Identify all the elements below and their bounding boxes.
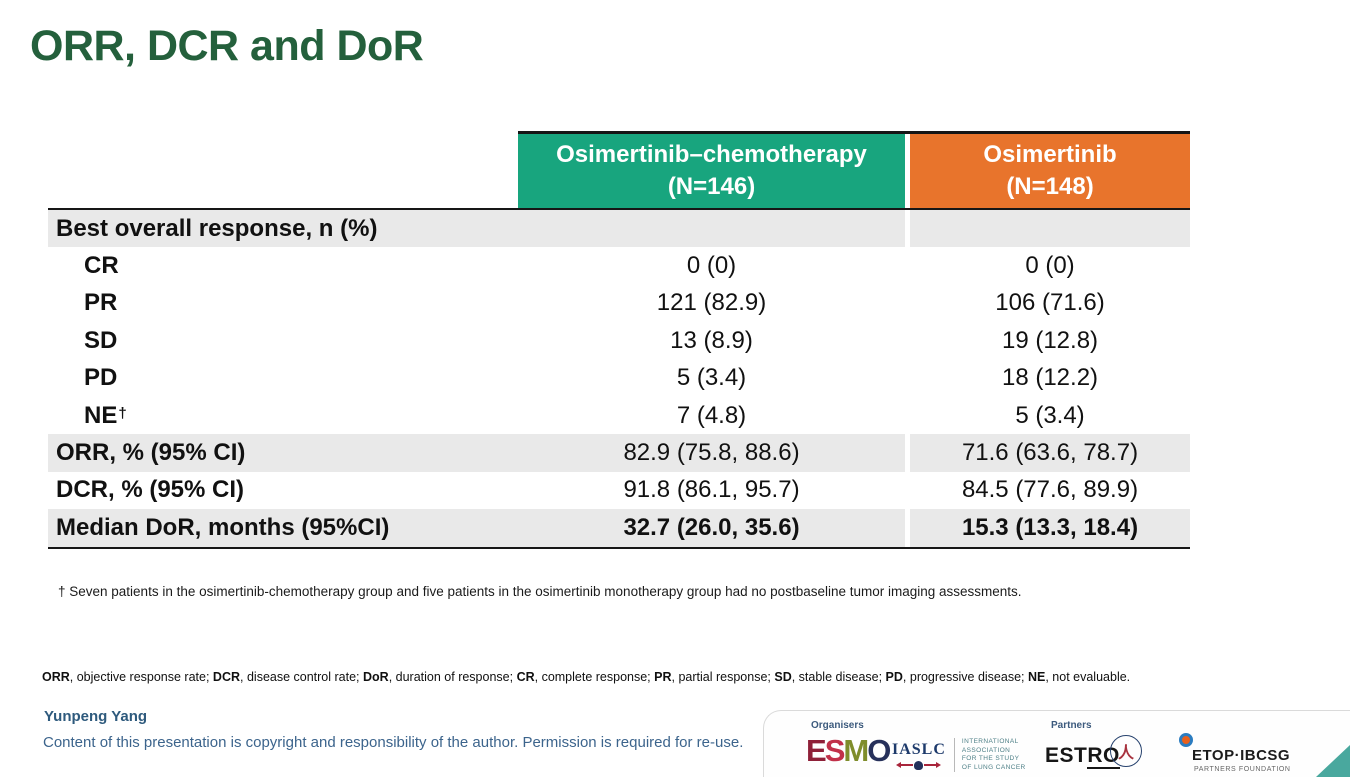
footnote: † Seven patients in the osimertinib-chem… [58,584,1022,599]
table-row: Best overall response, n (%) [48,210,1190,248]
cell-osimertinib: 18 (12.2) [1001,364,1099,392]
row-label: Best overall response, n (%) [48,210,518,248]
column-divider [905,322,910,360]
table-row: DCR, % (95% CI) 91.8 (86.1, 95.7) 84.5 (77… [48,471,1190,510]
row-label: NE † [84,401,127,429]
partner-society-logo: 人 [1110,735,1142,767]
column-divider [905,284,910,323]
column-header-line1: Osimertinib [983,141,1117,168]
table-row: PD 5 (3.4) 18 (12.2) [48,359,1190,397]
cell-osimertinib [910,210,1190,248]
etop-badge-icon [1179,733,1193,747]
etop-subtitle: PARTNERS FOUNDATION [1194,766,1291,773]
abbreviations-line: ORR, objective response rate; DCR, disea… [42,670,1131,684]
iaslc-arrow-icon [896,760,942,770]
cell-osimertinib-chemotherapy: 82.9 (75.8, 88.6) [518,434,905,472]
table-row: Median DoR, months (95%CI) 32.7 (26.0, 35… [48,509,1190,547]
table-row: SD 13 (8.9) 19 (12.8) [48,322,1190,360]
organisers-label: Organisers [811,720,864,731]
row-label: SD [84,326,118,354]
table-row: CR 0 (0) 0 (0) [48,247,1190,285]
cell-osimertinib: 106 (71.6) [995,289,1105,317]
iaslc-divider [953,738,955,772]
column-divider [905,134,910,208]
table-row: ORR, % (95% CI) 82.9 (75.8, 88.6) 71.6 (63… [48,434,1190,472]
row-label: ORR, % (95% CI) [48,434,518,472]
column-header-line1: Osimertinib–chemotherapy [556,141,867,168]
estro-logo: ESTRO [1045,744,1120,769]
cell-osimertinib: 5 (3.4) [1015,401,1085,429]
column-divider [905,210,910,248]
iaslc-tagline: INTERNATIONAL ASSOCIATION FOR THE STUDY OF … [961,738,1026,771]
column-header-osimertinib: Osimertinib (N=148) [910,134,1190,208]
column-header-line2: (N=148) [1006,173,1094,200]
copyright-notice: Content of this presentation is copyrigh… [43,734,744,751]
cell-osimertinib-chemotherapy [518,210,905,248]
cell-osimertinib: 71.6 (63.6, 78.7) [910,434,1190,472]
person-figure-icon: 人 [1117,745,1134,762]
row-label: PD [84,364,118,392]
table-row: NE † 7 (4.8) 5 (3.4) [48,396,1190,435]
cell-osimertinib: 84.5 (77.6, 89.9) [961,476,1139,504]
row-label: DCR, % (95% CI) [56,476,245,504]
column-header-line2: (N=146) [667,173,756,200]
cell-osimertinib-chemotherapy: 0 (0) [686,252,737,280]
esmo-logo: ESMO [806,733,891,768]
column-divider [905,359,910,397]
cell-osimertinib-chemotherapy: 91.8 (86.1, 95.7) [623,476,800,504]
cell-osimertinib: 19 (12.8) [1001,326,1099,354]
column-divider [905,396,910,435]
cell-osimertinib-chemotherapy: 7 (4.8) [676,401,747,429]
row-label: PR [84,289,118,317]
cell-osimertinib-chemotherapy: 121 (82.9) [656,289,767,317]
iaslc-wordmark: IASLC [892,741,946,770]
table-header-row: Osimertinib–chemotherapy (N=146) Osimert… [518,131,1190,208]
column-divider [905,434,910,472]
iaslc-logo: IASLC INTERNATIONAL ASSOCIATION FOR THE ST… [892,738,1026,772]
cell-osimertinib-chemotherapy: 13 (8.9) [670,326,753,354]
table-body: Best overall response, n (%) CR 0 (0) 0 (0)… [48,208,1190,549]
results-table: Osimertinib–chemotherapy (N=146) Osimert… [48,131,1190,549]
author-name: Yunpeng Yang [44,708,148,725]
table-row: PR 121 (82.9) 106 (71.6) [48,284,1190,323]
corner-accent-wedge [1316,745,1350,777]
column-header-osimertinib-chemotherapy: Osimertinib–chemotherapy (N=146) [518,134,905,208]
cell-osimertinib: 0 (0) [1025,252,1075,280]
column-divider [905,509,910,547]
column-divider [905,471,910,510]
cell-osimertinib-chemotherapy: 32.7 (26.0, 35.6) [518,509,905,547]
partners-label: Partners [1051,720,1092,731]
iaslc-name: IASLC [892,740,946,758]
cell-osimertinib: 15.3 (13.3, 18.4) [910,509,1190,547]
cell-osimertinib-chemotherapy: 5 (3.4) [676,364,747,392]
etop-name: ETOP·IBCSG [1192,747,1291,764]
row-label: CR [84,252,119,280]
logos-panel: Organisers Partners ESMO IASLC INTERNATI… [763,710,1350,777]
row-label: Median DoR, months (95%CI) [48,509,518,547]
page-title: ORR, DCR and DoR [30,22,424,70]
column-divider [905,247,910,285]
